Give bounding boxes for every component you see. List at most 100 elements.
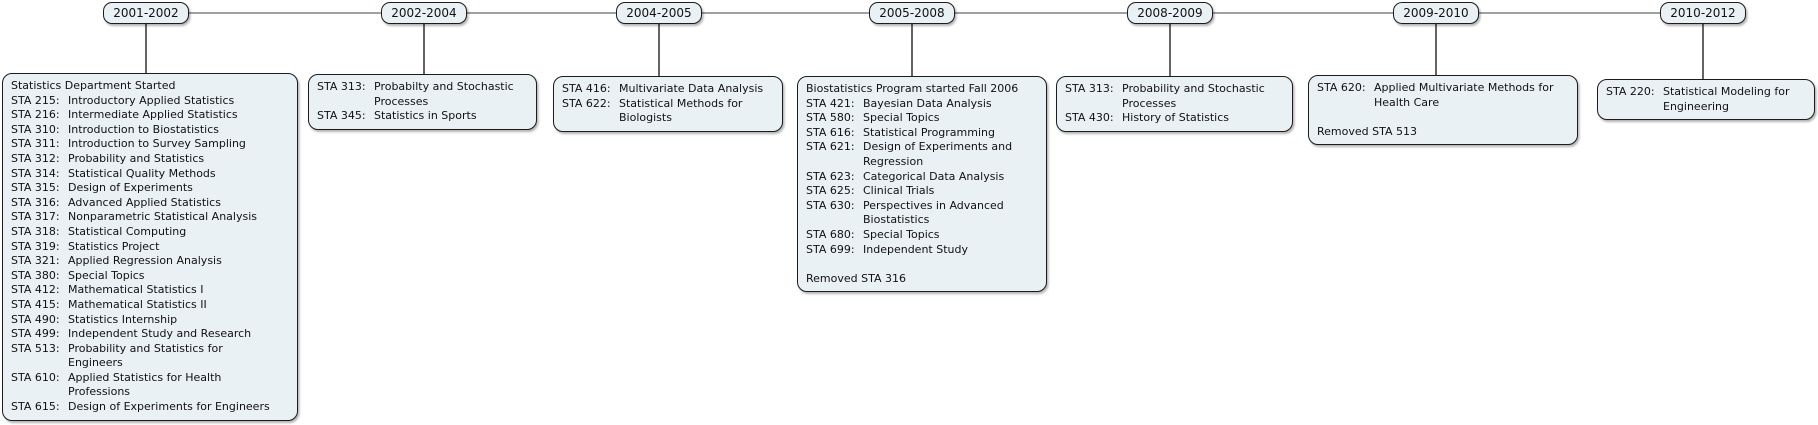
course-line: STA 319: Statistics Project — [11, 240, 289, 255]
course-code: STA 416: — [562, 82, 611, 95]
course-title: Special Topics — [863, 227, 940, 241]
course-title: Statistical Quality Methods — [68, 166, 216, 180]
course-line: STA 430: History of Statistics — [1065, 111, 1284, 126]
course-code: STA 580: — [806, 111, 855, 125]
course-code: STA 380: — [11, 268, 60, 282]
era-courses-4: STA 313: Probability and Stochastic Proces… — [1056, 76, 1293, 132]
year-node-6: 2010-2012 — [1660, 2, 1746, 24]
course-code: STA 610: — [11, 370, 60, 384]
course-line: STA 313: Probabilty and Stochastic — [317, 80, 528, 95]
course-title-wrap: Regression — [863, 154, 924, 168]
course-line: STA 580: Special Topics — [806, 111, 1038, 126]
course-line: STA 215: Introductory Applied Statistics — [11, 94, 289, 109]
course-title: Statistics Internship — [68, 312, 178, 326]
course-code: STA 430: — [1065, 111, 1114, 125]
course-title: Categorical Data Analysis — [863, 169, 1005, 183]
course-title: Probability and Statistics for — [68, 341, 223, 355]
course-line: STA 625: Clinical Trials — [806, 184, 1038, 199]
course-title: Statistical Modeling for — [1663, 85, 1790, 98]
course-title-wrap: Engineering — [1663, 99, 1729, 113]
era-courses-2: STA 416: Multivariate Data Analysis STA 62… — [553, 76, 783, 132]
course-line: STA 630: Perspectives in Advanced — [806, 199, 1038, 214]
course-code: STA 412: — [11, 283, 60, 297]
note-text: Removed STA 316 — [806, 271, 906, 285]
spacer-line — [806, 257, 1038, 272]
course-line: STA 610: Applied Statistics for Health — [11, 371, 289, 386]
course-code: STA 625: — [806, 184, 855, 198]
era-courses-0: Statistics Department Started STA 215: Int… — [2, 73, 298, 421]
course-title: Independent Study and Research — [68, 327, 252, 341]
note-text: Removed STA 513 — [1317, 124, 1417, 138]
spacer-line — [1317, 110, 1569, 125]
course-line: STA 315: Design of Experiments — [11, 181, 289, 196]
course-line: STA 513: Probability and Statistics for — [11, 342, 289, 357]
course-title: Statistics in Sports — [374, 109, 477, 123]
course-code: STA 622: — [562, 96, 611, 110]
course-title: Advanced Applied Statistics — [68, 195, 221, 209]
course-code: STA 316: — [11, 195, 60, 209]
note-text: Statistics Department Started — [11, 79, 176, 92]
course-title: Applied Multivariate Methods for — [1374, 81, 1554, 94]
course-title: Statistical Programming — [863, 125, 995, 139]
course-title: Bayesian Data Analysis — [863, 96, 992, 110]
course-title: Design of Experiments for Engineers — [68, 400, 270, 414]
course-title: Mathematical Statistics II — [68, 297, 207, 311]
course-line: STA 380: Special Topics — [11, 269, 289, 284]
course-line: STA 623: Categorical Data Analysis — [806, 170, 1038, 185]
course-title: Design of Experiments and — [863, 140, 1013, 154]
course-title: Clinical Trials — [863, 184, 935, 198]
course-line: STA 220: Statistical Modeling for — [1606, 85, 1806, 100]
note-line: Removed STA 316 — [806, 272, 1038, 287]
era-courses-6: STA 220: Statistical Modeling for Engineer… — [1597, 79, 1815, 121]
course-title: History of Statistics — [1122, 111, 1230, 125]
course-code: STA 321: — [11, 254, 60, 268]
course-title: Multivariate Data Analysis — [619, 82, 764, 95]
course-line: STA 620: Applied Multivariate Methods for — [1317, 81, 1569, 96]
course-title-wrap: Processes — [1122, 96, 1177, 110]
course-title: Introduction to Survey Sampling — [68, 137, 246, 151]
course-title: Introduction to Biostatistics — [68, 122, 220, 136]
course-line: STA 699: Independent Study — [806, 243, 1038, 258]
course-code: STA 680: — [806, 227, 855, 241]
course-code: STA 699: — [806, 242, 855, 256]
course-title-wrap: Health Care — [1374, 95, 1440, 109]
year-node-1: 2002-2004 — [381, 2, 467, 24]
course-code: STA 311: — [11, 137, 60, 151]
course-code: STA 318: — [11, 224, 60, 238]
course-code: STA 630: — [806, 198, 855, 212]
course-title-wrap: Engineers — [68, 356, 123, 370]
course-code: STA 513: — [11, 341, 60, 355]
course-title-wrap: Processes — [374, 94, 429, 108]
course-line: STA 321: Applied Regression Analysis — [11, 254, 289, 269]
year-node-2: 2004-2005 — [616, 2, 702, 24]
course-line: STA 680: Special Topics — [806, 228, 1038, 243]
course-title: Probability and Statistics — [68, 151, 205, 165]
course-code: STA 490: — [11, 312, 60, 326]
course-title: Applied Statistics for Health — [68, 370, 222, 384]
course-line: STA 313: Probability and Stochastic — [1065, 82, 1284, 97]
note-text: Biostatistics Program started Fall 2006 — [806, 82, 1019, 95]
course-code: STA 345: — [317, 109, 366, 123]
course-code: STA 215: — [11, 93, 60, 107]
course-title-wrap: Professions — [68, 385, 131, 399]
course-line: STA 416: Multivariate Data Analysis — [562, 82, 774, 97]
note-line: Removed STA 513 — [1317, 125, 1569, 140]
course-code: STA 616: — [806, 125, 855, 139]
era-courses-3: Biostatistics Program started Fall 2006 S… — [797, 76, 1047, 293]
course-title-wrap: Biologists — [619, 111, 672, 125]
course-code: STA 421: — [806, 96, 855, 110]
course-code: STA 499: — [11, 327, 60, 341]
course-line: STA 412: Mathematical Statistics I — [11, 283, 289, 298]
course-title: Perspectives in Advanced — [863, 198, 1004, 212]
course-code: STA 620: — [1317, 81, 1366, 94]
course-title: Probability and Stochastic — [1122, 82, 1265, 95]
course-code: STA 216: — [11, 108, 60, 122]
course-line: STA 317: Nonparametric Statistical Analys… — [11, 210, 289, 225]
note-line: Biostatistics Program started Fall 2006 — [806, 82, 1038, 97]
course-title: Special Topics — [863, 111, 940, 125]
course-line: STA 311: Introduction to Survey Sampling — [11, 137, 289, 152]
course-title: Statistics Project — [68, 239, 160, 253]
course-title: Special Topics — [68, 268, 145, 282]
year-node-3: 2005-2008 — [869, 2, 955, 24]
